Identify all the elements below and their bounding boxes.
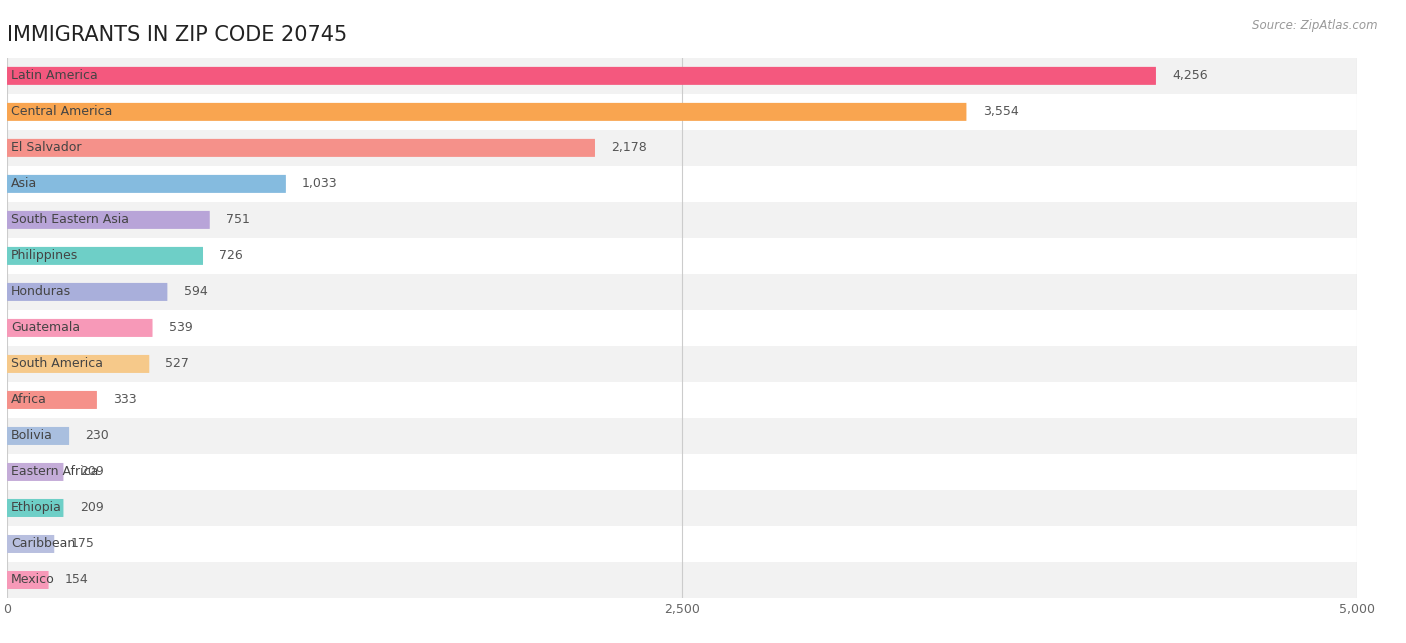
Text: 4,256: 4,256	[1173, 69, 1208, 82]
Text: Bolivia: Bolivia	[11, 430, 53, 442]
Bar	[7, 58, 1357, 94]
Bar	[7, 202, 1357, 238]
Bar	[7, 526, 1357, 562]
Bar	[7, 238, 1357, 274]
Text: 175: 175	[70, 538, 94, 550]
Bar	[7, 310, 1357, 346]
Text: Eastern Africa: Eastern Africa	[11, 466, 98, 478]
Bar	[7, 490, 1357, 526]
Text: 209: 209	[80, 502, 104, 514]
Text: 2,178: 2,178	[612, 141, 647, 154]
Bar	[7, 382, 1357, 418]
Text: Asia: Asia	[11, 177, 38, 190]
FancyBboxPatch shape	[7, 571, 49, 589]
Text: 539: 539	[169, 322, 193, 334]
Bar	[7, 346, 1357, 382]
Text: 333: 333	[112, 394, 136, 406]
FancyBboxPatch shape	[7, 211, 209, 229]
FancyBboxPatch shape	[7, 247, 202, 265]
Text: Honduras: Honduras	[11, 285, 72, 298]
Text: South America: South America	[11, 358, 103, 370]
FancyBboxPatch shape	[7, 427, 69, 445]
Text: Central America: Central America	[11, 105, 112, 118]
Text: 230: 230	[86, 430, 110, 442]
Bar	[7, 274, 1357, 310]
FancyBboxPatch shape	[7, 535, 55, 553]
Text: 209: 209	[80, 466, 104, 478]
Text: 1,033: 1,033	[302, 177, 337, 190]
Text: Caribbean: Caribbean	[11, 538, 76, 550]
Bar	[7, 418, 1357, 454]
Text: Africa: Africa	[11, 394, 46, 406]
FancyBboxPatch shape	[7, 67, 1156, 85]
Text: Latin America: Latin America	[11, 69, 98, 82]
Text: Source: ZipAtlas.com: Source: ZipAtlas.com	[1253, 19, 1378, 32]
FancyBboxPatch shape	[7, 499, 63, 517]
Bar	[7, 454, 1357, 490]
Bar	[7, 130, 1357, 166]
FancyBboxPatch shape	[7, 283, 167, 301]
Bar	[7, 562, 1357, 598]
Text: 726: 726	[219, 249, 243, 262]
Bar	[7, 94, 1357, 130]
FancyBboxPatch shape	[7, 463, 63, 481]
Text: 3,554: 3,554	[983, 105, 1018, 118]
FancyBboxPatch shape	[7, 391, 97, 409]
Text: Guatemala: Guatemala	[11, 322, 80, 334]
FancyBboxPatch shape	[7, 103, 966, 121]
Bar	[7, 166, 1357, 202]
Text: 154: 154	[65, 574, 89, 586]
FancyBboxPatch shape	[7, 319, 152, 337]
Text: Ethiopia: Ethiopia	[11, 502, 62, 514]
Text: IMMIGRANTS IN ZIP CODE 20745: IMMIGRANTS IN ZIP CODE 20745	[7, 25, 347, 45]
Text: South Eastern Asia: South Eastern Asia	[11, 213, 129, 226]
FancyBboxPatch shape	[7, 175, 285, 193]
Text: El Salvador: El Salvador	[11, 141, 82, 154]
FancyBboxPatch shape	[7, 139, 595, 157]
Text: 527: 527	[166, 358, 190, 370]
Text: 751: 751	[226, 213, 250, 226]
Text: 594: 594	[184, 285, 207, 298]
FancyBboxPatch shape	[7, 355, 149, 373]
Text: Mexico: Mexico	[11, 574, 55, 586]
Text: Philippines: Philippines	[11, 249, 79, 262]
